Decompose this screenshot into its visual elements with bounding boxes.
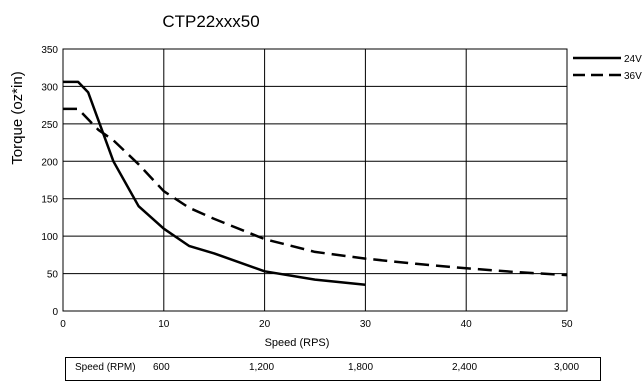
y-tick-label-150: 150: [41, 195, 58, 206]
rpm-value-3000: 3,000: [554, 362, 580, 373]
y-tick-labels: 0 50 100 150 200 250 300 350: [41, 45, 58, 318]
rpm-conversion-table: Speed (RPM) 600 1,200 1,800 2,400 3,000: [65, 357, 601, 381]
x-tick-label-10: 10: [158, 319, 170, 330]
x-tick-label-50: 50: [561, 319, 573, 330]
legend-label-36V: 36V: [624, 71, 642, 82]
rpm-table-label: Speed (RPM): [75, 362, 136, 373]
y-tick-label-300: 300: [41, 82, 58, 93]
x-tick-labels: 0 10 20 30 40 50: [60, 319, 573, 330]
y-tick-label-200: 200: [41, 157, 58, 168]
x-tick-label-30: 30: [360, 319, 372, 330]
series-line-24V: [63, 80, 366, 287]
x-axis-label: Speed (RPS): [265, 337, 330, 349]
x-tick-label-0: 0: [60, 319, 66, 330]
y-tick-label-100: 100: [41, 232, 58, 243]
series-line-36V: [63, 107, 568, 277]
y-axis-label: Torque (oz*in): [9, 71, 26, 164]
y-tick-label-50: 50: [47, 270, 59, 281]
plot-frame: [62, 48, 568, 312]
rpm-value-1800: 1,800: [348, 362, 374, 373]
x-tick-label-40: 40: [461, 319, 473, 330]
y-tick-label-250: 250: [41, 120, 58, 131]
chart-title: CTP22xxx50: [162, 12, 259, 31]
series-lines: [63, 80, 568, 287]
y-tick-label-350: 350: [41, 45, 58, 56]
rpm-value-2400: 2,400: [452, 362, 478, 373]
rpm-value-1200: 1,200: [249, 362, 275, 373]
grid: [63, 49, 567, 311]
x-tick-label-20: 20: [259, 319, 271, 330]
legend-label-24V: 24V: [624, 54, 642, 65]
legend: 24V 36V: [573, 54, 642, 82]
y-tick-label-0: 0: [52, 307, 58, 318]
rpm-value-600: 600: [153, 362, 170, 373]
